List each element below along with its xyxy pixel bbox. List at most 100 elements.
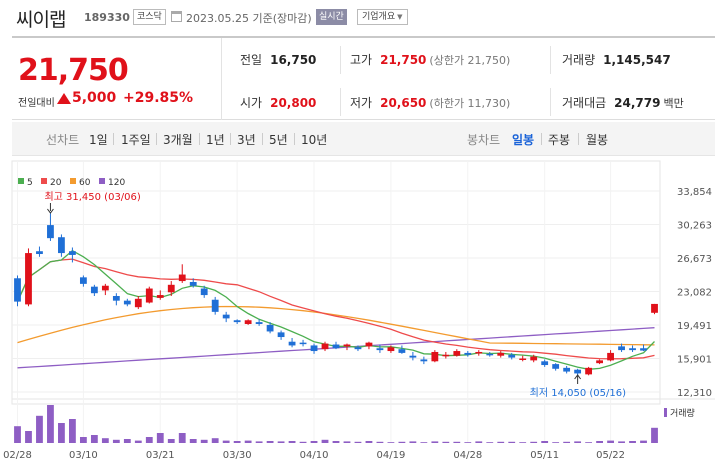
y-tick-label: 15,901 (677, 355, 712, 366)
volume-bar (178, 433, 186, 443)
candle-body (651, 303, 658, 313)
candle-body (79, 277, 87, 284)
y-tick-label: 12,310 (677, 388, 712, 399)
company-overview-button[interactable]: 기업개요 ▼ (357, 9, 408, 25)
stat-label: 고가 (350, 53, 373, 67)
ma20-line (16, 258, 655, 360)
market-badge: 코스닥 (133, 9, 166, 25)
candle-body (442, 354, 450, 357)
divider (294, 133, 295, 145)
volume-bar (409, 441, 417, 443)
volume-bar (552, 442, 560, 443)
ma60-line (17, 305, 655, 346)
candle-body (420, 359, 428, 362)
volume-bar (332, 441, 340, 443)
period-10y[interactable]: 10년 (301, 133, 328, 147)
volume-bar (475, 441, 483, 443)
period-1w[interactable]: 1주일 (121, 133, 151, 147)
candle-body (475, 351, 483, 354)
candle-body (629, 348, 636, 351)
volume-bar (321, 439, 329, 443)
period-3y[interactable]: 3년 (237, 133, 256, 147)
legend-swatch (18, 178, 24, 184)
volume-bar (376, 441, 384, 443)
volume-bar (123, 439, 131, 443)
volume-bar (486, 442, 494, 443)
period-1d[interactable]: 1일 (89, 133, 108, 147)
volume-bar (222, 440, 230, 443)
x-tick-label: 05/22 (596, 450, 625, 461)
divider (550, 88, 551, 116)
prev-day-label: 전일대비 (18, 98, 55, 109)
volume-bar (596, 441, 603, 443)
volume-bar (145, 437, 153, 443)
stat-value: 20,800 (270, 96, 317, 110)
period-monthly[interactable]: 월봉 (586, 133, 609, 147)
candle-body (376, 348, 384, 351)
candle-body (255, 322, 263, 324)
candle-body (145, 288, 153, 303)
stat-value: 20,650 (380, 96, 427, 110)
period-daily[interactable]: 일봉 (512, 133, 535, 147)
candle-body (134, 298, 142, 308)
volume-bar (453, 441, 461, 443)
candle-body (156, 295, 164, 298)
stat-label: 거래대금 (562, 96, 607, 110)
volume-bar (167, 439, 175, 443)
divider (541, 133, 542, 145)
candle-body (211, 299, 219, 312)
stat-high: 고가 21,750 (상한가 21,750) (350, 51, 510, 68)
period-3m[interactable]: 3개월 (163, 133, 193, 147)
ma5-line (16, 249, 655, 370)
candle-body (244, 320, 252, 324)
volume-bar (244, 440, 252, 443)
volume-bar (585, 442, 593, 443)
volume-bar (288, 441, 296, 443)
line-chart-label: 선차트 (46, 133, 80, 147)
candle-body (299, 342, 307, 345)
candle-body (222, 314, 230, 319)
stat-label: 전일 (240, 53, 263, 67)
volume-bar (189, 439, 197, 443)
volume-bar (200, 439, 208, 443)
candle-body (200, 288, 208, 296)
candle-body (233, 320, 241, 323)
calendar-icon (171, 11, 182, 22)
stat-value: 1,145,547 (603, 53, 671, 67)
chart-frame (11, 160, 661, 405)
current-price: 21,750 (18, 53, 129, 88)
candle-body (266, 324, 274, 332)
realtime-badge[interactable]: 실시간 (316, 9, 347, 25)
divider (262, 133, 263, 145)
company-overview-label: 기업개요 (362, 12, 396, 22)
candle-body (123, 300, 131, 305)
period-weekly[interactable]: 주봉 (548, 133, 571, 147)
legend-label: 120 (108, 178, 125, 188)
volume-bar (365, 441, 373, 443)
volume-bar (69, 419, 76, 443)
x-tick-label: 04/28 (453, 450, 482, 461)
period-5y[interactable]: 5년 (269, 133, 288, 147)
candle-body (574, 369, 582, 374)
divider (550, 46, 551, 74)
candle-body (508, 354, 516, 358)
volume-bar (47, 405, 54, 443)
volume-bar (354, 441, 362, 443)
legend-label: 60 (79, 178, 91, 188)
reference-date: 2023.05.25 기준(장마감) (186, 12, 312, 25)
period-1y[interactable]: 1년 (206, 133, 225, 147)
y-tick-label: 33,854 (677, 187, 712, 198)
high-annotation: 최고 31,450 (03/06) (44, 191, 140, 203)
x-tick-label: 02/28 (3, 450, 32, 461)
volume-bar (629, 441, 636, 443)
x-tick-label: 03/21 (146, 450, 175, 461)
candle-body (431, 351, 439, 362)
volume-bar (79, 437, 87, 443)
candle-body (365, 342, 373, 347)
candle-body (453, 351, 461, 356)
volume-bar (398, 441, 406, 443)
candle-body (618, 346, 625, 351)
divider (230, 133, 231, 145)
legend-label: 20 (50, 178, 62, 188)
